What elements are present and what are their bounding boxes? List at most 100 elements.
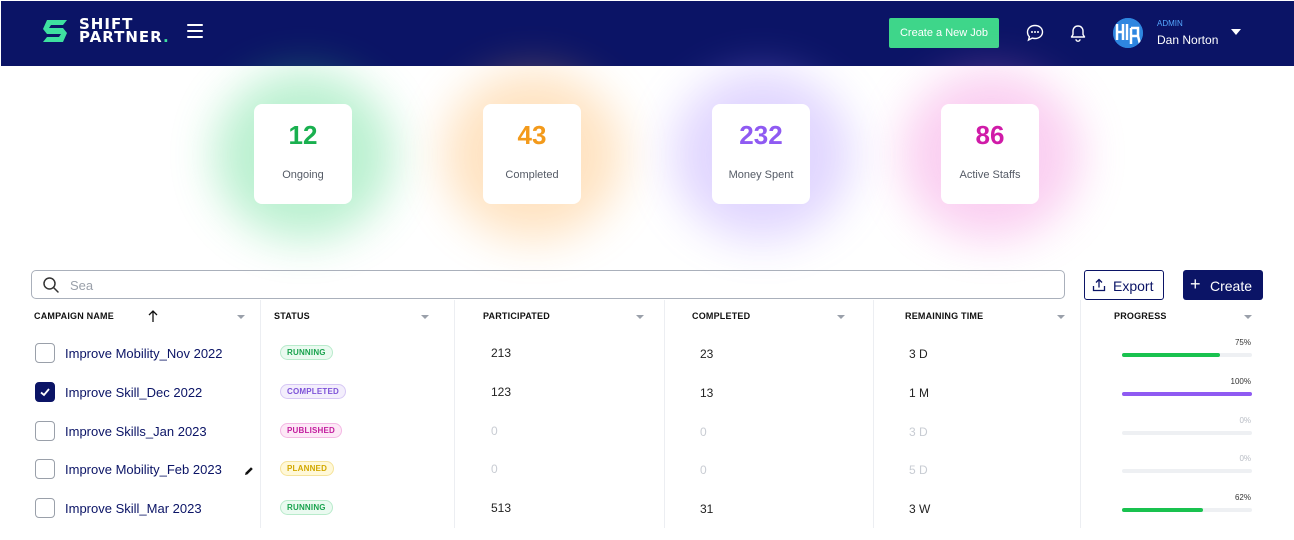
campaign-name[interactable]: Improve Mobility_Feb 2023 bbox=[65, 462, 222, 477]
progress-percent: 75% bbox=[1234, 338, 1251, 347]
stat-value: 12 bbox=[288, 120, 318, 150]
progress-bar bbox=[1122, 392, 1252, 396]
completed-value: 13 bbox=[700, 386, 714, 400]
table-row[interactable]: Improve Mobility_Nov 2022 RUNNING 213 23 3 D… bbox=[0, 336, 1294, 374]
table-row[interactable]: Improve Mobility_Feb 2023 PLANNED 0 0 5 D 0% bbox=[0, 452, 1294, 490]
column-filter-caret-icon[interactable] bbox=[636, 315, 644, 319]
row-checkbox[interactable] bbox=[35, 382, 55, 402]
campaign-name[interactable]: Improve Mobility_Nov 2022 bbox=[65, 346, 223, 361]
stat-card-money-spent: 232 Money Spent bbox=[712, 104, 810, 204]
row-checkbox[interactable] bbox=[35, 459, 55, 479]
progress-bar-fill bbox=[1122, 392, 1252, 396]
campaign-name[interactable]: Improve Skills_Jan 2023 bbox=[65, 424, 207, 439]
column-header-campaign-name[interactable]: CAMPAIGN NAME bbox=[34, 311, 114, 321]
column-filter-caret-icon[interactable] bbox=[237, 315, 245, 319]
create-new-job-button[interactable]: Create a New Job bbox=[889, 18, 999, 48]
progress-bar bbox=[1122, 469, 1252, 473]
status-badge: RUNNING bbox=[280, 345, 333, 360]
remaining-time-value: 3 W bbox=[909, 502, 931, 516]
column-divider bbox=[873, 300, 874, 528]
logo-s-icon bbox=[43, 20, 67, 42]
column-header-completed[interactable]: COMPLETED bbox=[692, 311, 751, 321]
progress-bar bbox=[1122, 508, 1252, 512]
column-divider bbox=[454, 300, 455, 528]
search-box[interactable] bbox=[31, 270, 1065, 299]
stat-card-ongoing: 12 Ongoing bbox=[254, 104, 352, 204]
table-row[interactable]: Improve Skills_Jan 2023 PUBLISHED 0 0 3 D 0% bbox=[0, 414, 1294, 452]
row-checkbox[interactable] bbox=[35, 343, 55, 363]
completed-value: 0 bbox=[700, 463, 707, 477]
chat-bubble-icon[interactable] bbox=[1025, 23, 1045, 43]
campaign-name[interactable]: Improve Skill_Mar 2023 bbox=[65, 501, 202, 516]
stat-value: 43 bbox=[517, 120, 547, 150]
status-badge: PLANNED bbox=[280, 461, 335, 476]
status-badge: COMPLETED bbox=[280, 384, 347, 399]
row-checkbox[interactable] bbox=[35, 421, 55, 441]
stat-label: Active Staffs bbox=[959, 169, 1021, 181]
campaign-name[interactable]: Improve Skill_Dec 2022 bbox=[65, 385, 203, 400]
create-button[interactable]: + Create bbox=[1183, 270, 1263, 300]
top-navigation-bar: SHIFT PARTNER. Create a New Job ADMIN Da… bbox=[1, 1, 1294, 66]
progress-percent: 100% bbox=[1230, 377, 1251, 386]
plus-icon: + bbox=[1190, 274, 1201, 294]
create-label: Create bbox=[1210, 278, 1253, 294]
logo-wordmark: SHIFT PARTNER. bbox=[79, 15, 170, 46]
export-label: Export bbox=[1113, 278, 1154, 294]
stat-label: Ongoing bbox=[282, 169, 324, 181]
remaining-time-value: 1 M bbox=[909, 386, 930, 400]
stat-value: 232 bbox=[739, 120, 783, 150]
column-header-remaining-time[interactable]: REMAINING TIME bbox=[905, 311, 984, 321]
notification-bell-icon[interactable] bbox=[1068, 23, 1088, 43]
completed-value: 23 bbox=[700, 347, 714, 361]
table-row[interactable]: Improve Skill_Dec 2022 COMPLETED 123 13 1 M 1… bbox=[0, 375, 1294, 413]
column-filter-caret-icon[interactable] bbox=[421, 315, 429, 319]
table-row[interactable]: Improve Skill_Mar 2023 RUNNING 513 31 3 W 62% bbox=[0, 491, 1294, 529]
logo-line-2: PARTNER bbox=[79, 28, 163, 46]
sort-ascending-arrow-icon[interactable] bbox=[147, 309, 159, 323]
progress-bar bbox=[1122, 353, 1252, 357]
remaining-time-value: 3 D bbox=[909, 347, 928, 361]
search-icon bbox=[43, 277, 59, 293]
column-filter-caret-icon[interactable] bbox=[837, 315, 845, 319]
column-header-participated[interactable]: PARTICIPATED bbox=[483, 311, 550, 321]
shift-partner-logo[interactable]: SHIFT PARTNER. bbox=[41, 16, 170, 46]
column-header-progress[interactable]: PROGRESS bbox=[1114, 311, 1167, 321]
participated-value: 0 bbox=[491, 424, 498, 438]
progress-bar-fill bbox=[1122, 353, 1220, 357]
status-badge: PUBLISHED bbox=[280, 423, 343, 438]
stat-value: 86 bbox=[975, 120, 1005, 150]
stat-label: Completed bbox=[505, 169, 559, 181]
checkmark-icon bbox=[40, 388, 50, 397]
logo-dot: . bbox=[162, 28, 170, 46]
column-divider bbox=[1080, 300, 1081, 528]
remaining-time-value: 3 D bbox=[909, 425, 928, 439]
logo-line-1: SHIFT bbox=[79, 15, 134, 33]
row-checkbox[interactable] bbox=[35, 498, 55, 518]
user-avatar[interactable] bbox=[1113, 18, 1143, 48]
participated-value: 513 bbox=[491, 501, 512, 515]
participated-value: 123 bbox=[491, 385, 512, 399]
hamburger-menu-icon[interactable] bbox=[187, 24, 203, 38]
edit-pencil-icon[interactable] bbox=[243, 464, 255, 476]
avatar-pattern-icon bbox=[1113, 18, 1143, 48]
search-input[interactable] bbox=[70, 275, 1050, 295]
completed-value: 0 bbox=[700, 425, 707, 439]
column-divider bbox=[664, 300, 665, 528]
remaining-time-value: 5 D bbox=[909, 463, 928, 477]
column-filter-caret-icon[interactable] bbox=[1057, 315, 1065, 319]
export-button[interactable]: Export bbox=[1084, 270, 1164, 300]
column-filter-caret-icon[interactable] bbox=[1244, 315, 1252, 319]
completed-value: 31 bbox=[700, 502, 714, 516]
progress-bar bbox=[1122, 431, 1252, 435]
user-menu-caret-icon[interactable] bbox=[1231, 29, 1241, 35]
column-header-status[interactable]: STATUS bbox=[274, 311, 310, 321]
user-name-label[interactable]: Dan Norton bbox=[1157, 33, 1219, 47]
progress-percent: 0% bbox=[1239, 416, 1251, 425]
upload-export-icon bbox=[1092, 278, 1106, 292]
progress-percent: 0% bbox=[1239, 454, 1251, 463]
stat-label: Money Spent bbox=[728, 169, 794, 181]
stat-card-completed: 43 Completed bbox=[483, 104, 581, 204]
participated-value: 0 bbox=[491, 462, 498, 476]
progress-bar-fill bbox=[1122, 508, 1203, 512]
